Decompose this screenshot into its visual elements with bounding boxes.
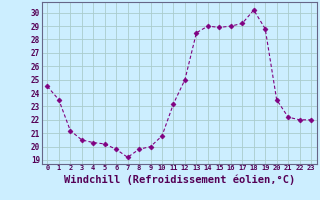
X-axis label: Windchill (Refroidissement éolien,°C): Windchill (Refroidissement éolien,°C) — [64, 174, 295, 185]
